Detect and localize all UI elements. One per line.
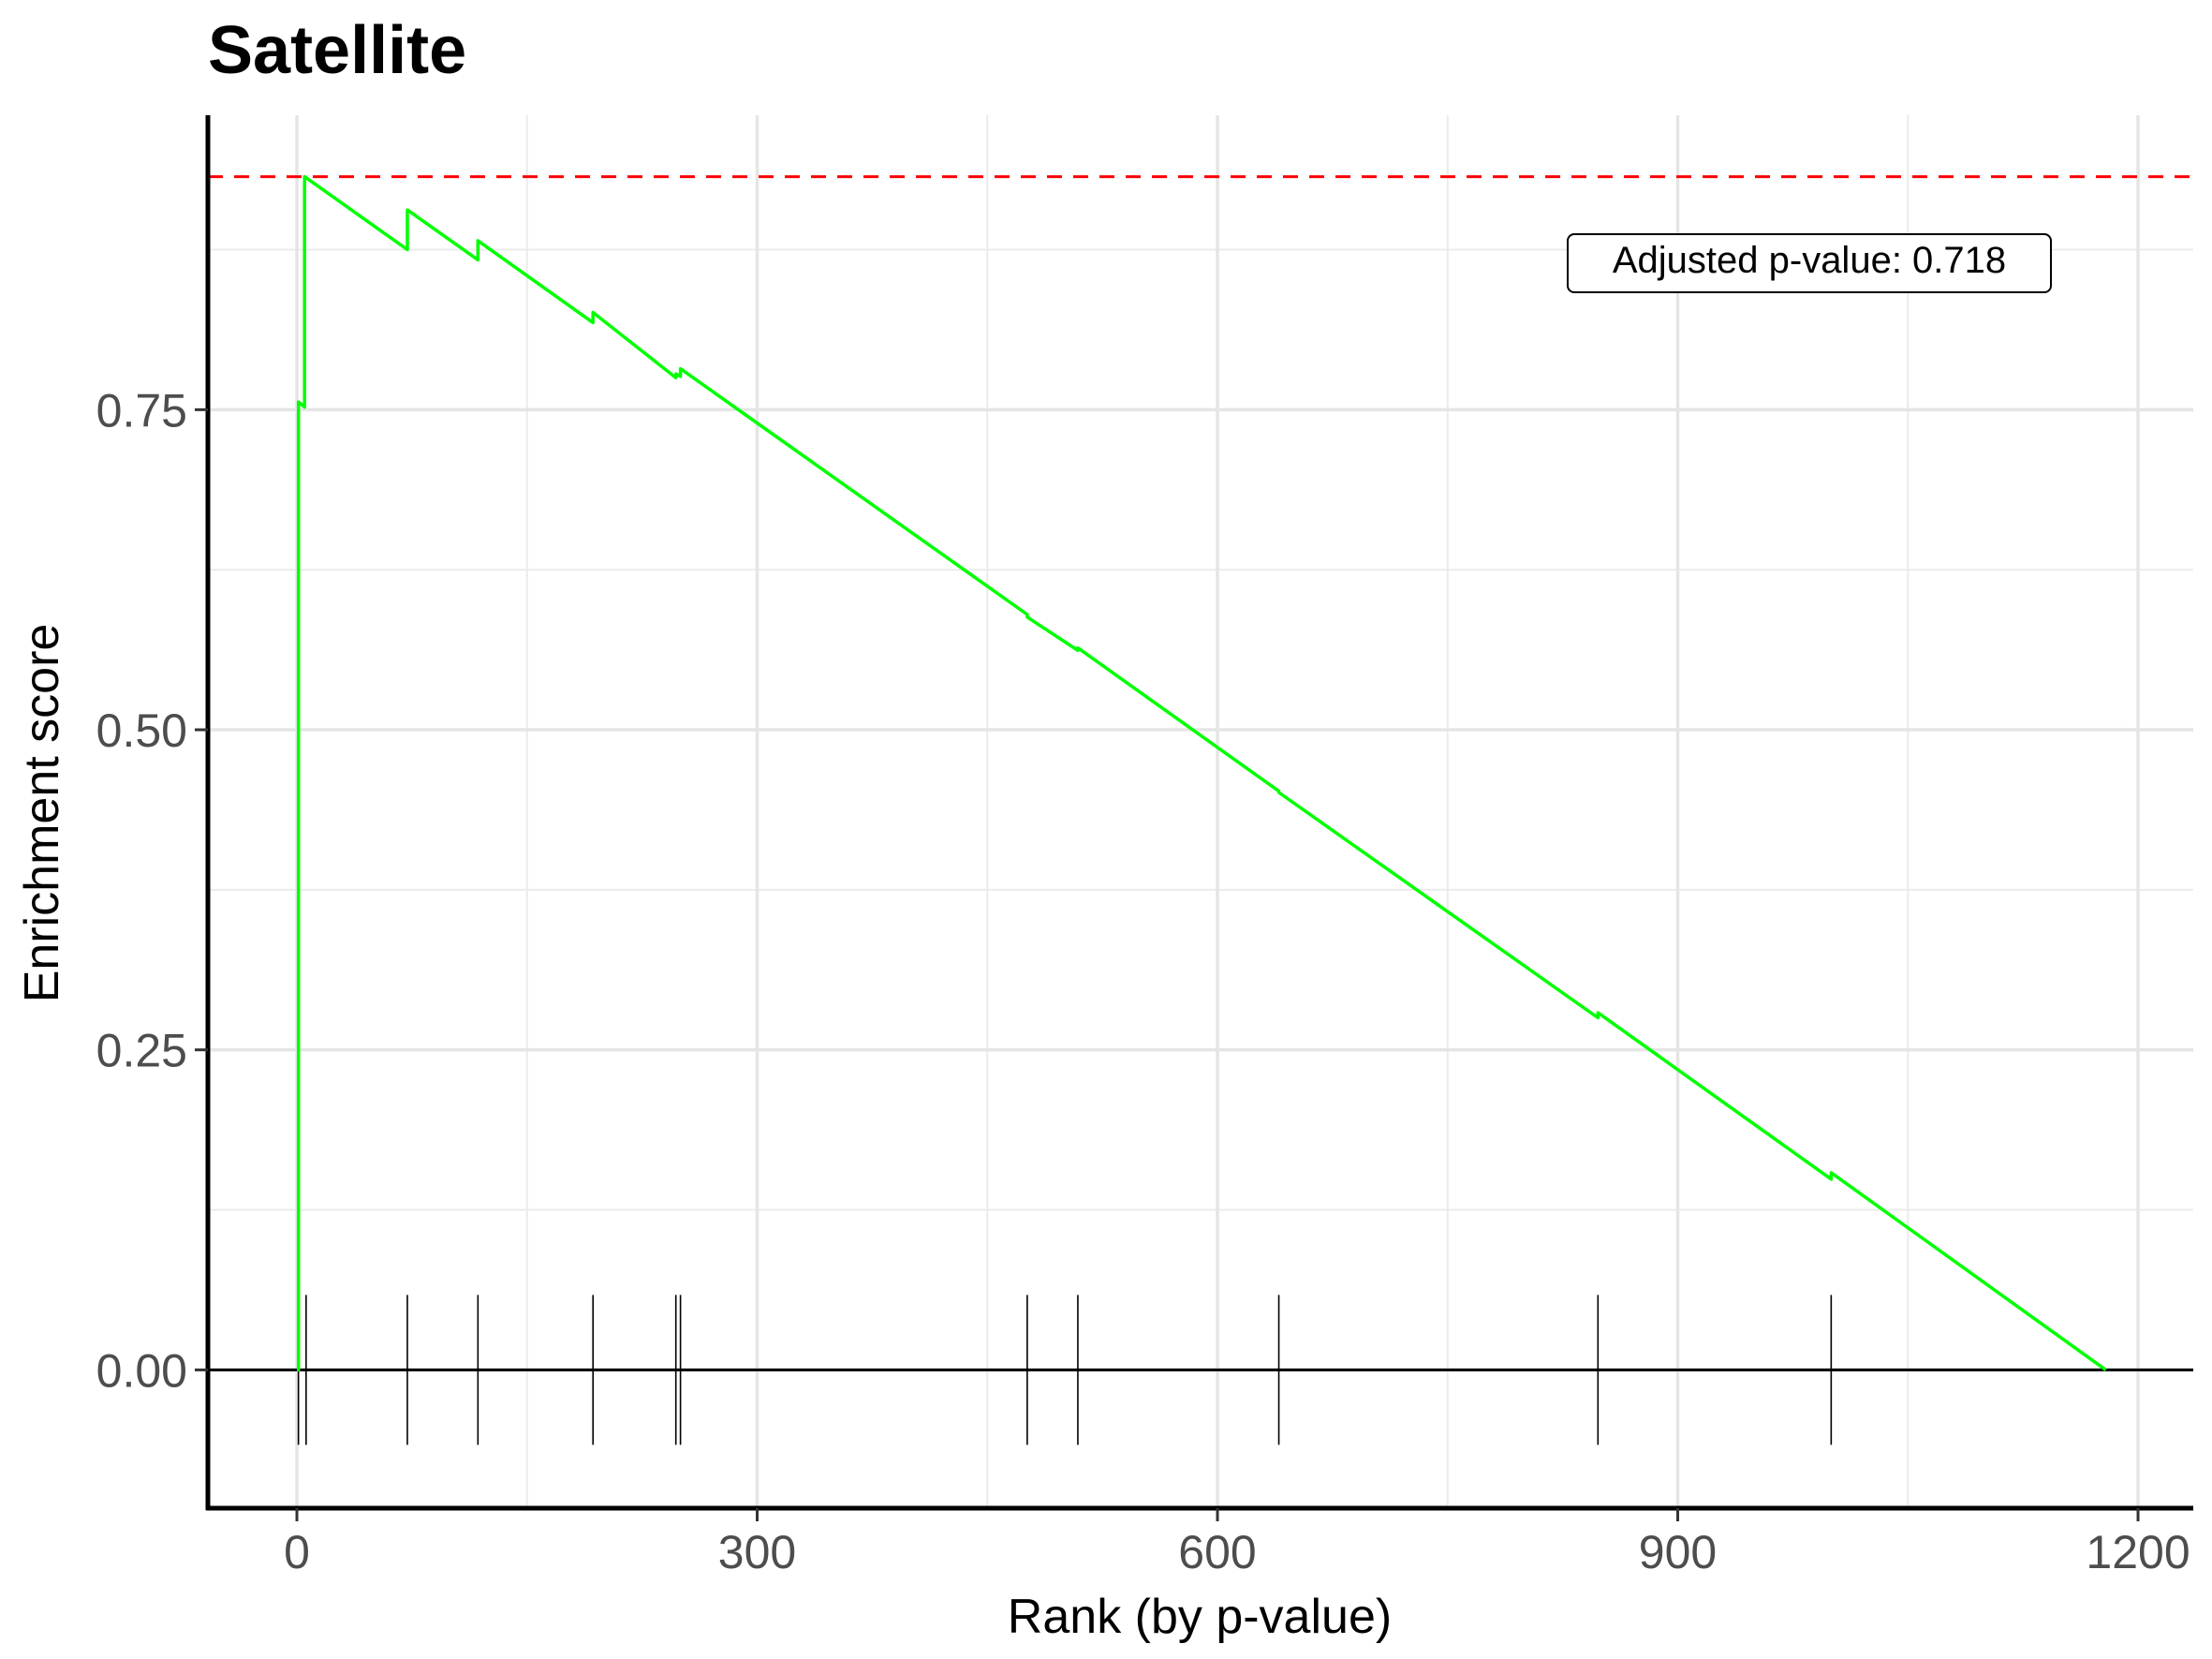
axes bbox=[205, 115, 2193, 1511]
annotation-frame bbox=[1567, 233, 2052, 293]
y-axis-title: Enrichment score bbox=[15, 624, 69, 1003]
tick-marks: 0 300 600 900 1200 0.00 0.25 0.50 0.75 bbox=[96, 384, 2190, 1578]
y-tick-label: 0.50 bbox=[96, 704, 187, 757]
annotation-label: Adjusted p-value: 0.718 bbox=[1613, 240, 2006, 281]
major-gridlines bbox=[208, 115, 2193, 1508]
x-axis-title: Rank (by p-value) bbox=[1008, 1590, 1392, 1644]
y-tick-label: 0.25 bbox=[96, 1025, 187, 1077]
annotation-box: Adjusted p-value: 0.718 bbox=[1567, 233, 2052, 293]
minor-gridlines bbox=[208, 115, 2193, 1508]
y-tick-label: 0.00 bbox=[96, 1344, 187, 1397]
series-lines bbox=[296, 174, 2107, 1372]
x-tick-label: 600 bbox=[1178, 1526, 1256, 1578]
x-tick-label: 1200 bbox=[2086, 1526, 2190, 1578]
running-enrichment-line bbox=[296, 174, 2107, 1372]
x-tick-label: 0 bbox=[284, 1526, 310, 1578]
reference-lines bbox=[208, 175, 2193, 1371]
x-tick-label: 300 bbox=[718, 1526, 796, 1578]
chart-title: Satellite bbox=[208, 13, 466, 88]
y-tick-label: 0.75 bbox=[96, 384, 187, 437]
x-tick-label: 900 bbox=[1639, 1526, 1717, 1578]
hit-ticks bbox=[297, 1295, 1833, 1445]
